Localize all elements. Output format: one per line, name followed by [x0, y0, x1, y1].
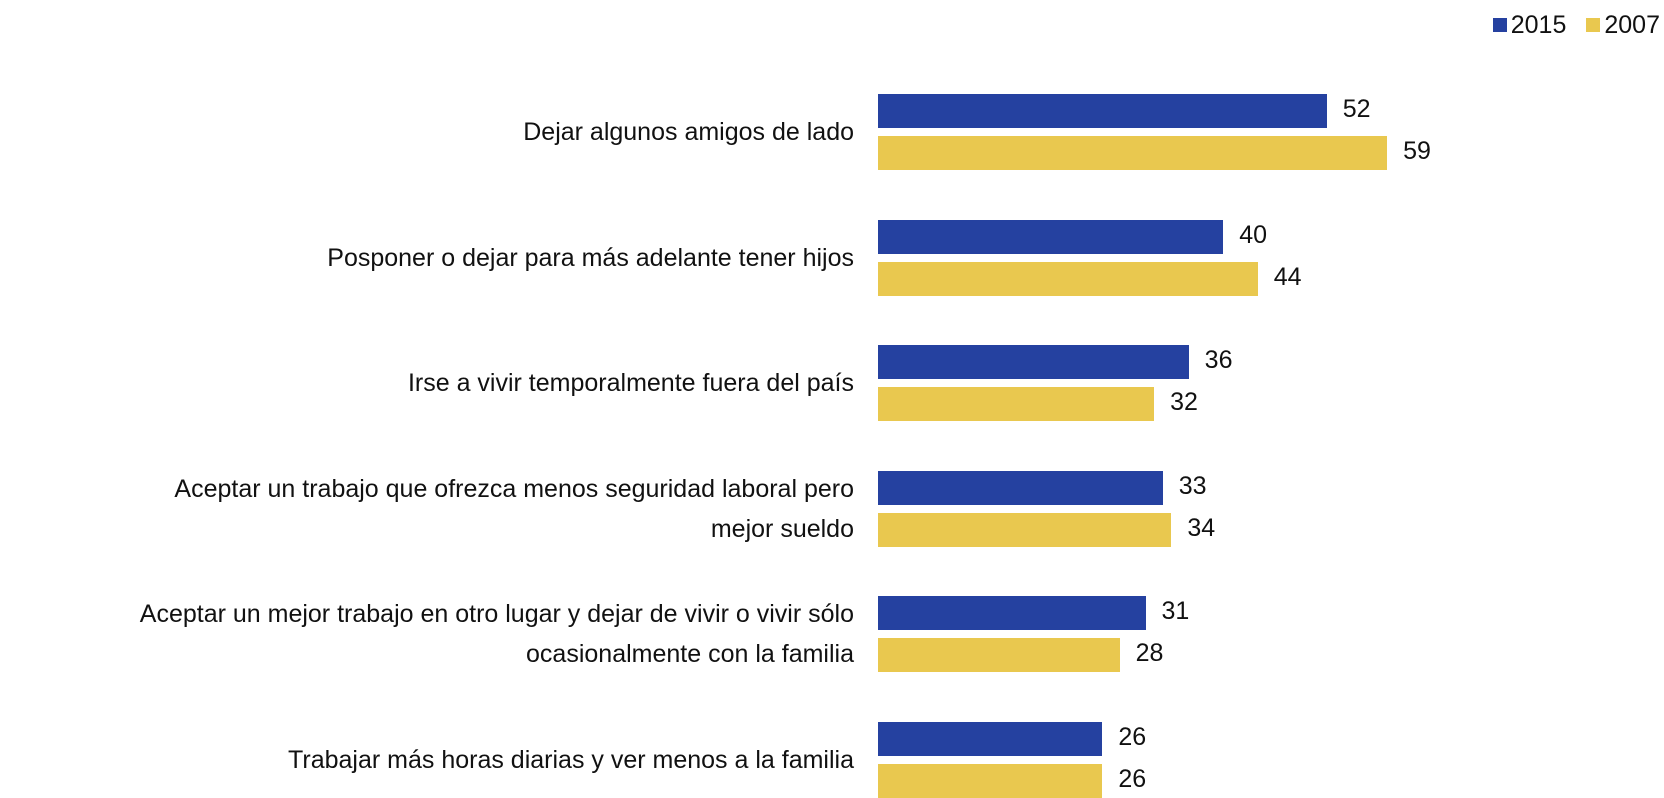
category-label: Trabajar más horas diarias y ver menos a…	[288, 745, 854, 774]
value-label: 40	[1239, 220, 1267, 249]
value-label: 44	[1273, 262, 1302, 291]
legend-label: 2007	[1604, 11, 1660, 39]
category-label: Posponer o dejar para más adelante tener…	[327, 243, 854, 272]
bar	[878, 219, 1224, 254]
category-label: Aceptar un mejor trabajo en otro lugar y…	[139, 600, 854, 668]
bar	[878, 763, 1103, 798]
bar	[878, 345, 1189, 379]
bar	[878, 470, 1163, 505]
legend-swatch	[1492, 18, 1507, 32]
legend-item: 2015	[1492, 10, 1567, 40]
value-label: 34	[1187, 513, 1216, 542]
legend: 2015 2007	[1492, 10, 1660, 40]
category-label: Irse a vivir temporalmente fuera del paí…	[407, 369, 854, 397]
value-label: 36	[1204, 346, 1233, 374]
category-label: Dejar algunos amigos de lado	[523, 118, 854, 146]
category-label: Aceptar un trabajo que ofrezca menos seg…	[174, 474, 854, 543]
bar	[878, 721, 1103, 756]
legend-item: 2007	[1586, 10, 1660, 40]
bar	[878, 136, 1388, 170]
value-label: 26	[1118, 722, 1147, 751]
bar	[878, 261, 1258, 296]
bar	[878, 387, 1155, 421]
legend-swatch	[1586, 18, 1601, 32]
value-label: 31	[1161, 597, 1190, 625]
value-label: 26	[1118, 764, 1147, 793]
value-label: 52	[1342, 95, 1371, 123]
value-label: 33	[1178, 471, 1207, 500]
bar	[878, 94, 1327, 128]
legend-label: 2015	[1510, 11, 1567, 39]
value-label: 59	[1403, 137, 1431, 165]
value-label: 32	[1170, 388, 1198, 416]
bar	[878, 512, 1172, 547]
bar	[878, 596, 1146, 630]
value-label: 28	[1135, 639, 1164, 667]
bar	[878, 638, 1120, 672]
